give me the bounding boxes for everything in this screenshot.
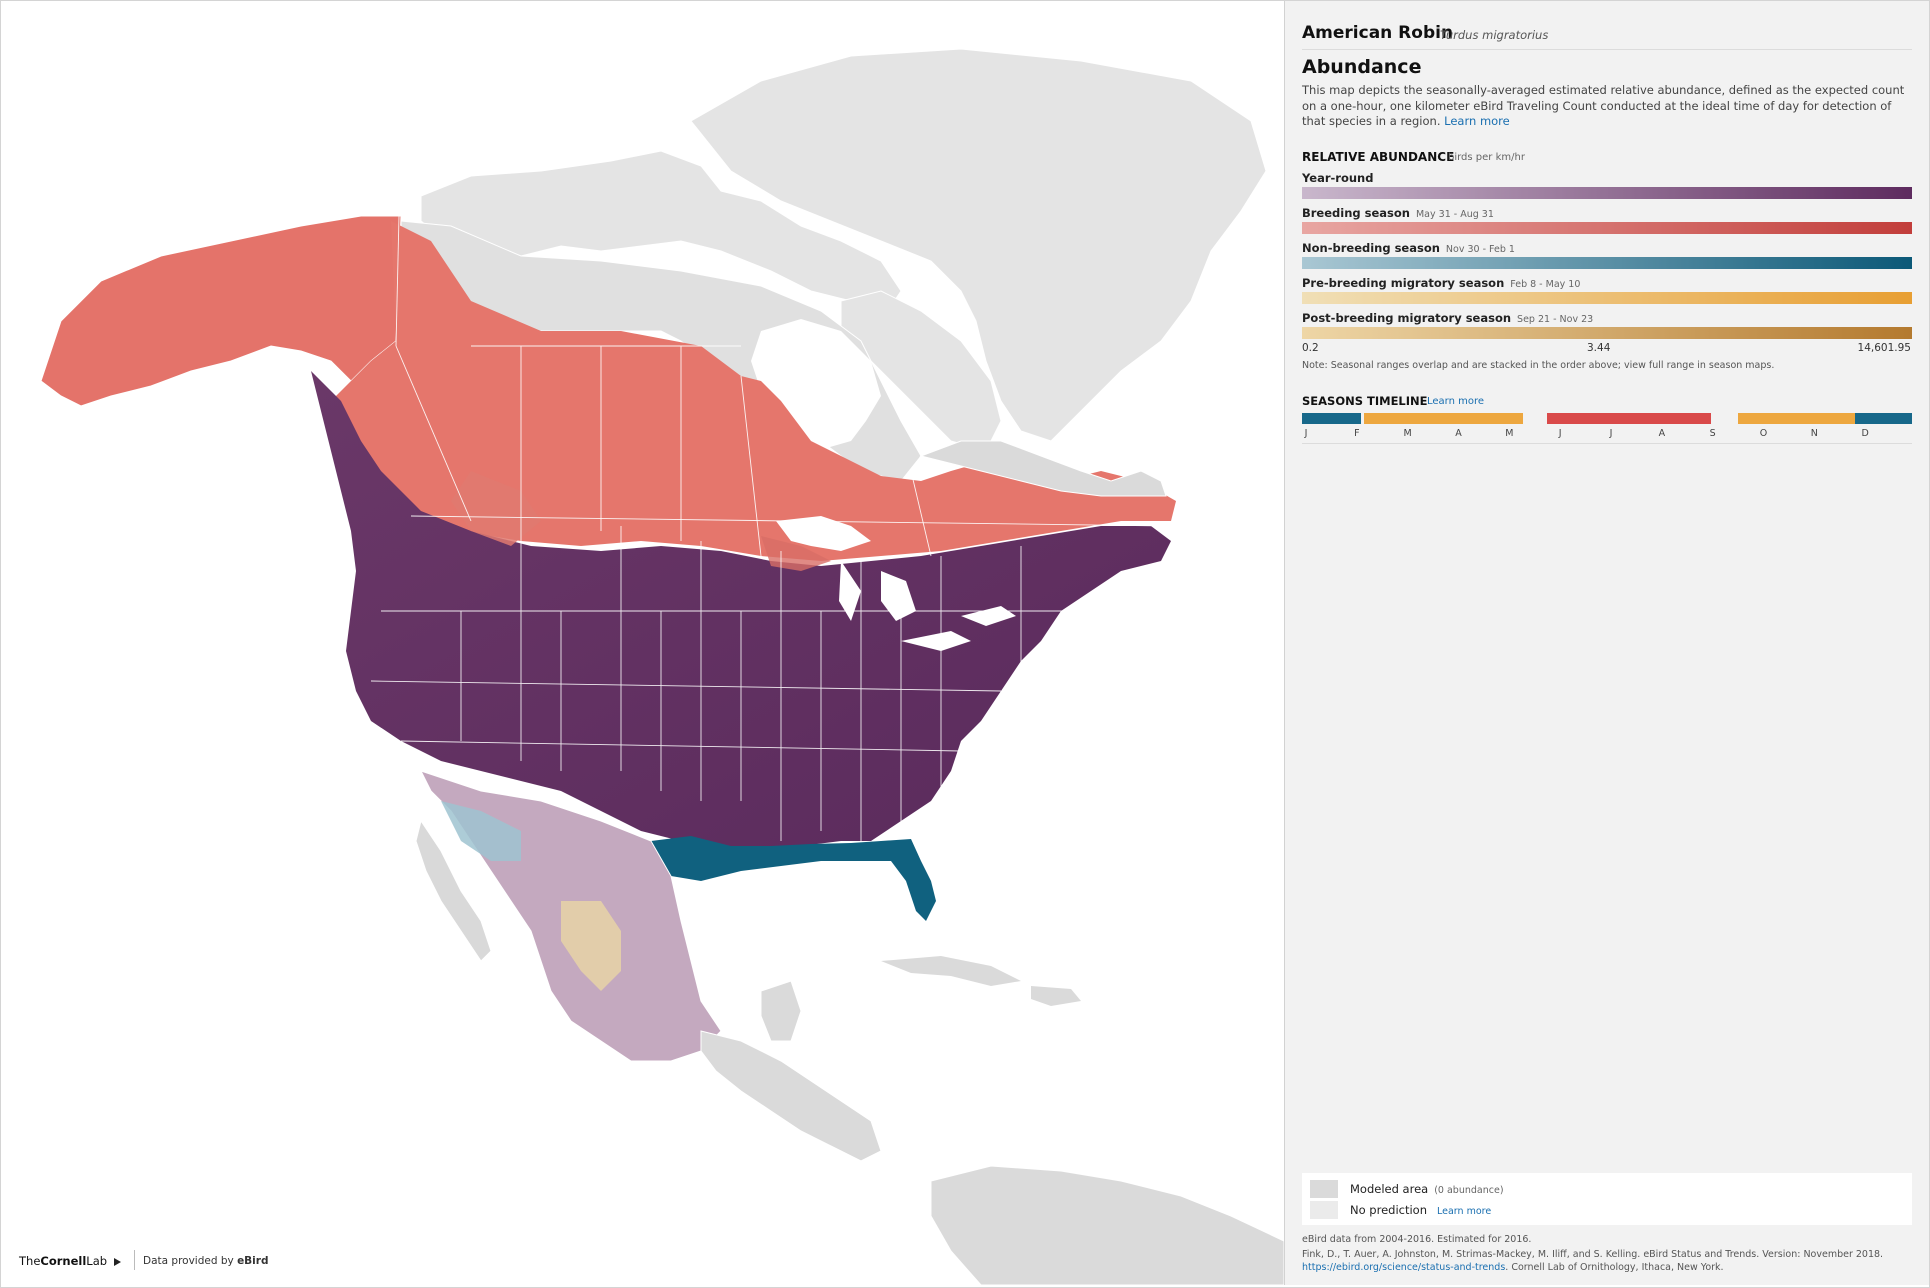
logo-bold: Cornell bbox=[40, 1254, 87, 1268]
abundance-map[interactable]: TheCornellLab Data provided by eBird bbox=[1, 1, 1284, 1285]
season-name: Post-breeding migratory season bbox=[1302, 311, 1512, 325]
breeding-patch-west bbox=[451, 471, 541, 546]
product-description: This map depicts the seasonally-averaged… bbox=[1302, 83, 1912, 130]
state-borders bbox=[370, 515, 1172, 841]
timeline-segment bbox=[1363, 413, 1524, 424]
no-prediction-label: No prediction Learn more bbox=[1350, 1203, 1491, 1217]
eastern-canada bbox=[919, 440, 1167, 497]
mexico-migratory-patch bbox=[561, 901, 621, 991]
timeline-month-label: A bbox=[1455, 428, 1462, 439]
legend-tick-min: 0.2 bbox=[1302, 342, 1319, 354]
citation-body: Fink, D., T. Auer, A. Johnston, M. Strim… bbox=[1302, 1249, 1884, 1260]
map-canvas bbox=[40, 48, 1284, 1285]
timeline-learn-more-link[interactable]: Learn more bbox=[1427, 396, 1485, 407]
modeled-area-label: Modeled area (0 abundance) bbox=[1350, 1182, 1504, 1196]
logo-prefix: The bbox=[19, 1254, 41, 1268]
description-text: This map depicts the seasonally-averaged… bbox=[1302, 83, 1905, 128]
legend-title: RELATIVE ABUNDANCE bbox=[1302, 150, 1455, 164]
season-dates: Sep 21 - Nov 23 bbox=[1517, 314, 1594, 325]
modeled-area-swatch bbox=[1310, 1180, 1338, 1198]
nopred-label-text: No prediction bbox=[1350, 1203, 1427, 1217]
baja-california bbox=[415, 819, 492, 962]
hispaniola bbox=[1031, 986, 1081, 1006]
timeline-month-label: O bbox=[1759, 428, 1768, 439]
timeline-segment bbox=[1855, 413, 1912, 424]
citation-publisher: . Cornell Lab of Ornithology, Ithaca, Ne… bbox=[1505, 1262, 1724, 1273]
province-borders bbox=[395, 215, 932, 557]
modeled-sub-text: (0 abundance) bbox=[1434, 1185, 1504, 1196]
south-america bbox=[930, 1165, 1284, 1285]
season-dates: Feb 8 - May 10 bbox=[1510, 279, 1581, 290]
timeline-month-label: M bbox=[1403, 428, 1412, 439]
season-name: Pre-breeding migratory season bbox=[1302, 276, 1505, 290]
mexico-nonbreeding-patch bbox=[441, 801, 521, 861]
bird-icon bbox=[113, 1257, 121, 1266]
timeline-segment bbox=[1302, 413, 1361, 424]
timeline-segment bbox=[1547, 413, 1712, 424]
map-key: Modeled area (0 abundance) No prediction L… bbox=[1302, 1173, 1912, 1225]
cuba bbox=[881, 956, 1021, 986]
breeding-patch-greatlakes bbox=[761, 536, 831, 571]
legend-season-label: Post-breeding migratory season Sep 21 - N… bbox=[1302, 311, 1593, 325]
species-common-name: American Robin bbox=[1302, 23, 1454, 43]
citation-text: Fink, D., T. Auer, A. Johnston, M. Strim… bbox=[1302, 1248, 1914, 1274]
legend-tick-max: 14,601.95 bbox=[1857, 342, 1911, 354]
logo-suffix: Lab bbox=[86, 1254, 108, 1268]
provided-by-label: Data provided by bbox=[143, 1255, 238, 1267]
season-name: Non-breeding season bbox=[1302, 241, 1440, 255]
legend-color-bar bbox=[1302, 187, 1912, 199]
timeline-month-label: M bbox=[1505, 428, 1514, 439]
legend-note: Note: Seasonal ranges overlap and are st… bbox=[1302, 360, 1775, 371]
legend-color-bar bbox=[1302, 257, 1912, 269]
cornell-lab-logo[interactable]: TheCornellLab bbox=[19, 1254, 121, 1268]
yucatan bbox=[760, 980, 802, 1042]
data-range-text: eBird data from 2004-2016. Estimated for… bbox=[1302, 1234, 1532, 1245]
product-title: Abundance bbox=[1302, 56, 1422, 78]
header-divider bbox=[1302, 49, 1912, 50]
legend-season-label: Year-round bbox=[1302, 171, 1373, 185]
data-provider[interactable]: Data provided by eBird bbox=[143, 1255, 268, 1267]
no-prediction-swatch bbox=[1310, 1201, 1338, 1219]
timeline-title: SEASONS TIMELINE bbox=[1302, 394, 1428, 408]
season-dates: May 31 - Aug 31 bbox=[1415, 209, 1494, 220]
season-name: Year-round bbox=[1302, 171, 1374, 185]
legend-color-bar bbox=[1302, 327, 1912, 339]
description-learn-more-link[interactable]: Learn more bbox=[1444, 114, 1510, 128]
timeline-month-label: J bbox=[1304, 428, 1308, 439]
timeline-segment bbox=[1738, 413, 1856, 424]
alaska-region bbox=[40, 215, 402, 407]
footer-divider bbox=[134, 1250, 135, 1270]
timeline-month-label: A bbox=[1658, 428, 1666, 439]
legend-color-bar bbox=[1302, 222, 1912, 234]
legend-color-bar bbox=[1302, 292, 1912, 304]
timeline-month-label: F bbox=[1354, 428, 1360, 439]
timeline-month-label: J bbox=[1609, 428, 1613, 439]
timeline-month-label: D bbox=[1861, 428, 1869, 439]
greenland-landmass bbox=[690, 48, 1267, 442]
timeline-divider bbox=[1302, 443, 1912, 444]
no-prediction-learn-more-link[interactable]: Learn more bbox=[1437, 1206, 1492, 1217]
legend-season-label: Non-breeding season Nov 30 - Feb 1 bbox=[1302, 241, 1515, 255]
legend-unit: birds per km/hr bbox=[1448, 152, 1525, 163]
great-lakes bbox=[776, 516, 1016, 651]
timeline-month-label: N bbox=[1810, 428, 1818, 439]
nonbreeding-range bbox=[651, 836, 936, 921]
timeline-month-label: J bbox=[1558, 428, 1562, 439]
legend-tick-mid: 3.44 bbox=[1587, 342, 1611, 354]
season-dates: Nov 30 - Feb 1 bbox=[1445, 244, 1515, 255]
canada-breeding-band bbox=[331, 221, 1176, 561]
citation-url-link[interactable]: https://ebird.org/science/status-and-tre… bbox=[1302, 1262, 1506, 1273]
season-name: Breeding season bbox=[1302, 206, 1410, 220]
modeled-label-text: Modeled area bbox=[1350, 1182, 1429, 1196]
legend-season-label: Breeding season May 31 - Aug 31 bbox=[1302, 206, 1494, 220]
info-panel: American Robin Turdus migratorius Abunda… bbox=[1284, 1, 1929, 1285]
central-america bbox=[700, 1030, 882, 1162]
legend-season-label: Pre-breeding migratory season Feb 8 - May… bbox=[1302, 276, 1580, 290]
provider-name: eBird bbox=[237, 1255, 269, 1267]
species-scientific-name: Turdus migratorius bbox=[1440, 28, 1549, 42]
timeline-month-label: S bbox=[1709, 428, 1716, 439]
